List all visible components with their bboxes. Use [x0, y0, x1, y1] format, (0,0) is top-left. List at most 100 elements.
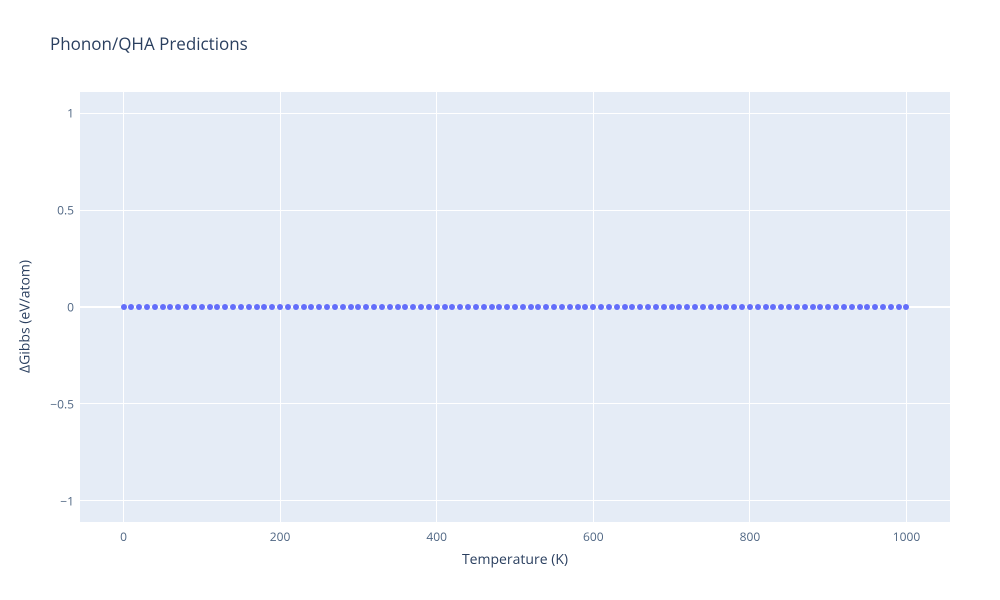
data-point[interactable]: [387, 304, 393, 310]
data-point[interactable]: [207, 304, 213, 310]
plot-area[interactable]: [80, 92, 950, 522]
data-point[interactable]: [348, 304, 354, 310]
data-point[interactable]: [802, 304, 808, 310]
data-point[interactable]: [841, 304, 847, 310]
data-point[interactable]: [160, 304, 166, 310]
data-point[interactable]: [301, 304, 307, 310]
data-point[interactable]: [332, 304, 338, 310]
data-point[interactable]: [747, 304, 753, 310]
data-point[interactable]: [833, 304, 839, 310]
data-point[interactable]: [363, 304, 369, 310]
data-point[interactable]: [246, 304, 252, 310]
data-point[interactable]: [731, 304, 737, 310]
data-point[interactable]: [222, 304, 228, 310]
data-point[interactable]: [489, 304, 495, 310]
data-point[interactable]: [590, 304, 596, 310]
data-point[interactable]: [864, 304, 870, 310]
data-point[interactable]: [708, 304, 714, 310]
data-point[interactable]: [763, 304, 769, 310]
data-point[interactable]: [512, 304, 518, 310]
data-point[interactable]: [684, 304, 690, 310]
data-point[interactable]: [778, 304, 784, 310]
data-point[interactable]: [481, 304, 487, 310]
data-point[interactable]: [872, 304, 878, 310]
data-point[interactable]: [355, 304, 361, 310]
data-point[interactable]: [285, 304, 291, 310]
data-point[interactable]: [669, 304, 675, 310]
data-point[interactable]: [606, 304, 612, 310]
data-point[interactable]: [770, 304, 776, 310]
data-point[interactable]: [418, 304, 424, 310]
data-point[interactable]: [559, 304, 565, 310]
data-point[interactable]: [434, 304, 440, 310]
data-point[interactable]: [637, 304, 643, 310]
data-point[interactable]: [880, 304, 886, 310]
data-point[interactable]: [598, 304, 604, 310]
data-point[interactable]: [254, 304, 260, 310]
data-point[interactable]: [402, 304, 408, 310]
data-point[interactable]: [629, 304, 635, 310]
data-point[interactable]: [520, 304, 526, 310]
data-point[interactable]: [676, 304, 682, 310]
data-point[interactable]: [183, 304, 189, 310]
data-point[interactable]: [238, 304, 244, 310]
data-point[interactable]: [528, 304, 534, 310]
data-point[interactable]: [379, 304, 385, 310]
data-point[interactable]: [810, 304, 816, 310]
data-point[interactable]: [261, 304, 267, 310]
data-point[interactable]: [692, 304, 698, 310]
data-point[interactable]: [582, 304, 588, 310]
data-point[interactable]: [121, 304, 127, 310]
data-point[interactable]: [786, 304, 792, 310]
data-point[interactable]: [199, 304, 205, 310]
data-point[interactable]: [277, 304, 283, 310]
data-point[interactable]: [144, 304, 150, 310]
data-point[interactable]: [308, 304, 314, 310]
data-point[interactable]: [293, 304, 299, 310]
data-point[interactable]: [888, 304, 894, 310]
data-point[interactable]: [371, 304, 377, 310]
data-point[interactable]: [723, 304, 729, 310]
data-point[interactable]: [716, 304, 722, 310]
data-point[interactable]: [214, 304, 220, 310]
data-point[interactable]: [739, 304, 745, 310]
data-point[interactable]: [551, 304, 557, 310]
data-point[interactable]: [653, 304, 659, 310]
data-point[interactable]: [794, 304, 800, 310]
data-point[interactable]: [567, 304, 573, 310]
data-point[interactable]: [449, 304, 455, 310]
data-point[interactable]: [175, 304, 181, 310]
data-point[interactable]: [442, 304, 448, 310]
data-point[interactable]: [426, 304, 432, 310]
data-point[interactable]: [543, 304, 549, 310]
data-point[interactable]: [645, 304, 651, 310]
data-point[interactable]: [191, 304, 197, 310]
data-point[interactable]: [857, 304, 863, 310]
data-point[interactable]: [817, 304, 823, 310]
data-point[interactable]: [622, 304, 628, 310]
data-point[interactable]: [230, 304, 236, 310]
data-point[interactable]: [504, 304, 510, 310]
data-point[interactable]: [395, 304, 401, 310]
data-point[interactable]: [167, 304, 173, 310]
data-point[interactable]: [755, 304, 761, 310]
data-point[interactable]: [849, 304, 855, 310]
data-point[interactable]: [457, 304, 463, 310]
data-point[interactable]: [465, 304, 471, 310]
data-point[interactable]: [496, 304, 502, 310]
data-point[interactable]: [473, 304, 479, 310]
data-point[interactable]: [128, 304, 134, 310]
data-point[interactable]: [700, 304, 706, 310]
data-point[interactable]: [410, 304, 416, 310]
data-point[interactable]: [575, 304, 581, 310]
data-point[interactable]: [316, 304, 322, 310]
data-point[interactable]: [661, 304, 667, 310]
data-point[interactable]: [535, 304, 541, 310]
data-point[interactable]: [614, 304, 620, 310]
data-point[interactable]: [340, 304, 346, 310]
data-point[interactable]: [903, 304, 909, 310]
data-point[interactable]: [324, 304, 330, 310]
data-point[interactable]: [152, 304, 158, 310]
data-point[interactable]: [136, 304, 142, 310]
data-point[interactable]: [896, 304, 902, 310]
